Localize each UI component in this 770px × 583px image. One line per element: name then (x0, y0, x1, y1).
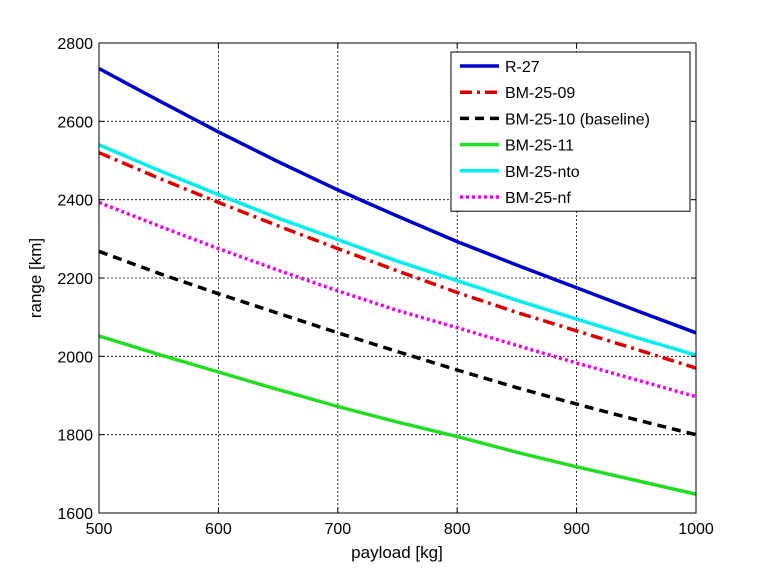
y-tick-label: 2800 (57, 36, 93, 53)
series-layer (98, 66, 697, 496)
legend-label: BM-25-nto (505, 164, 580, 181)
y-tick-label: 2600 (57, 114, 93, 131)
x-tick-label: 800 (444, 521, 471, 538)
legend-label: BM-25-10 (baseline) (505, 111, 650, 128)
y-tick-label: 1600 (57, 506, 93, 523)
series-line-bm-25-nf (98, 200, 697, 399)
ticks: 500 600 700 800 900 1000 1600 1800 2000 2200 2400 2… (57, 36, 713, 538)
y-tick-label: 2200 (57, 271, 93, 288)
legend-label: R-27 (505, 59, 540, 76)
legend: R-27 BM-25-09 BM-25-10 (baseline) BM-25-11 B… (450, 51, 691, 212)
x-tick-label: 900 (563, 521, 590, 538)
y-tick-label: 2400 (57, 193, 93, 210)
y-tick-label: 1800 (57, 428, 93, 445)
y-axis-label: range [km] (26, 238, 45, 318)
series-line-bm-25-11 (98, 334, 697, 496)
series-line-bm-25-09 (98, 151, 697, 370)
legend-box (450, 51, 691, 212)
y-tick-label: 2000 (57, 349, 93, 366)
series-line-r-27 (98, 66, 697, 335)
legend-label: BM-25-nf (505, 190, 571, 207)
legend-label: BM-25-11 (505, 138, 574, 155)
x-tick-label: 600 (205, 521, 232, 538)
legend-label: BM-25-09 (505, 85, 575, 102)
series-line-bm-25-10-baseline (98, 249, 697, 437)
x-tick-label: 700 (324, 521, 351, 538)
series-line-bm-25-nto (98, 143, 697, 357)
x-tick-label: 1000 (678, 521, 714, 538)
x-tick-label: 500 (86, 521, 113, 538)
x-axis-label: payload [kg] (351, 543, 443, 562)
